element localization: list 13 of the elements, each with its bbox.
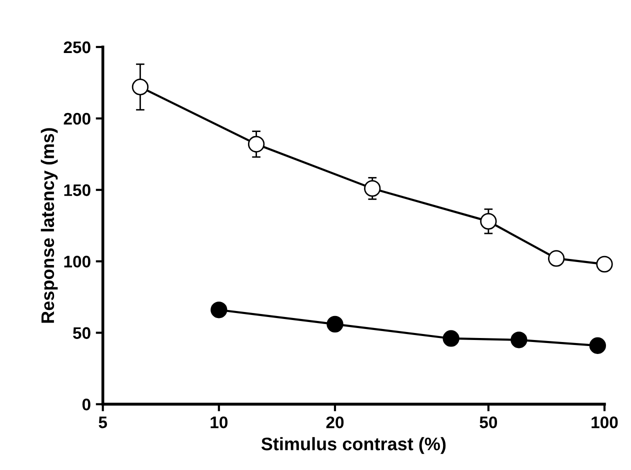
x-axis-title: Stimulus contrast (%) (261, 437, 446, 454)
y-tick-label: 200 (64, 112, 90, 125)
x-tick-label: 5 (98, 416, 108, 428)
y-tick-label: 0 (82, 398, 90, 410)
x-tick-label: 10 (210, 416, 228, 428)
y-axis-title: Response latency (ms) (40, 128, 58, 323)
y-tick-label: 150 (64, 184, 90, 196)
y-tick-label: 250 (64, 41, 90, 54)
y-tick-label: 50 (73, 327, 90, 339)
x-tick-label: 100 (592, 416, 618, 428)
x-tick-label: 20 (326, 416, 344, 428)
y-tick-label: 100 (64, 256, 90, 268)
x-tick-label: 50 (480, 416, 498, 428)
